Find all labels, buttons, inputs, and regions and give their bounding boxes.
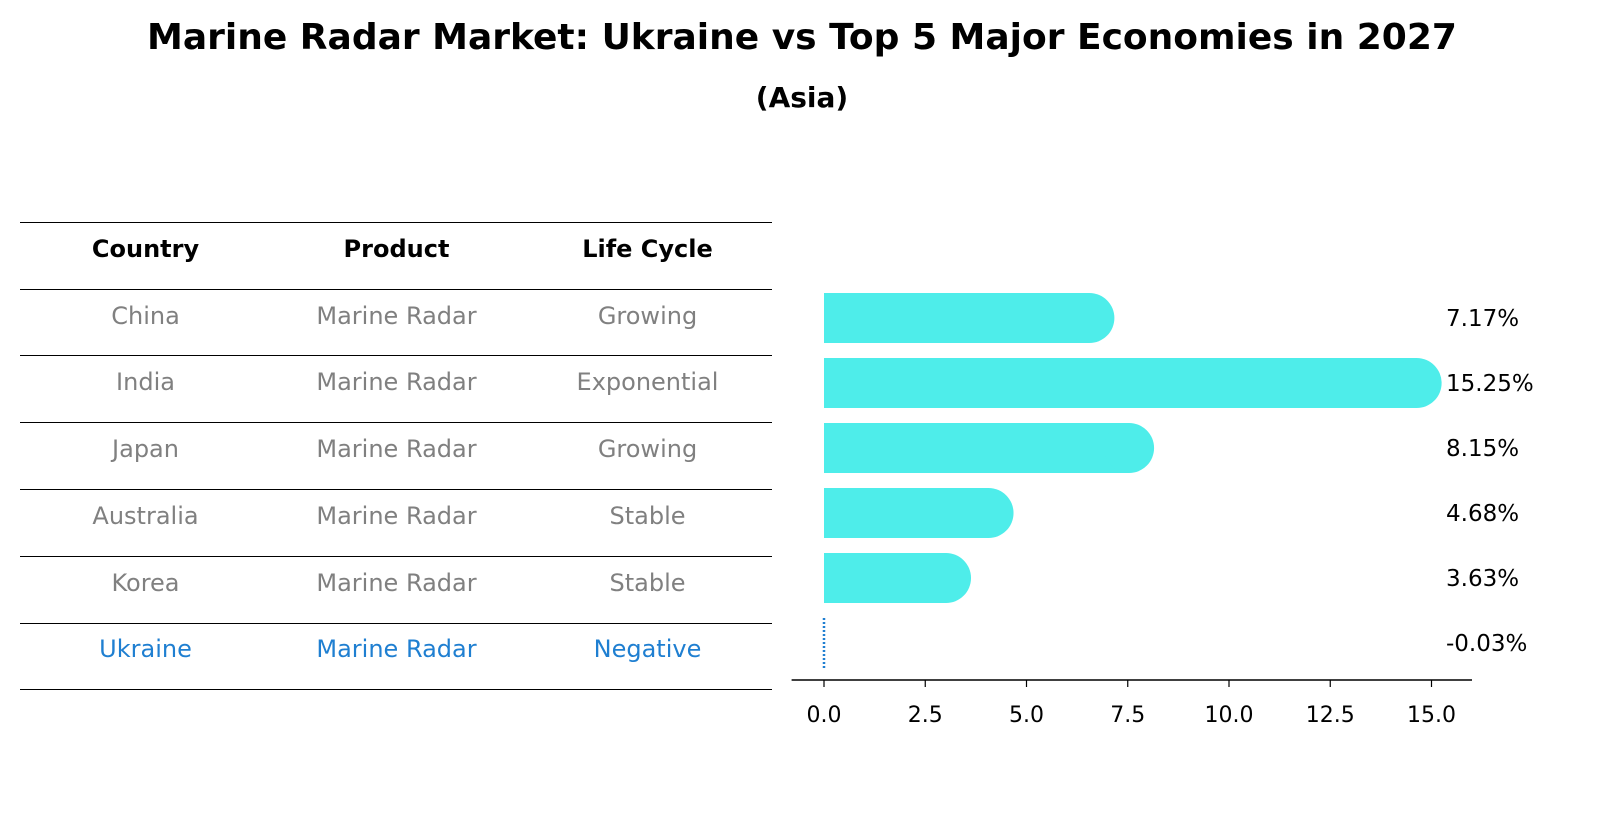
cell-product: Marine Radar	[316, 569, 477, 597]
x-tick-label: 5.0	[1009, 703, 1044, 728]
x-tick-label: 0.0	[807, 703, 842, 728]
table-rule	[20, 422, 772, 423]
x-tick-label: 12.5	[1306, 703, 1355, 728]
cell-country: Japan	[112, 435, 179, 463]
bar	[824, 358, 1417, 408]
cell-life-cycle: Exponential	[576, 368, 719, 396]
table-rule	[20, 222, 772, 223]
cell-life-cycle: Growing	[597, 435, 698, 463]
table-rule	[20, 623, 772, 624]
cell-country-highlight: Ukraine	[99, 635, 192, 663]
x-tick-label: 10.0	[1205, 703, 1254, 728]
bar-chart: 7.17% 15.25% 8.15% 4.68% 3.63% -0.03% 0.0 2.5 5.…	[791, 293, 1534, 728]
table-rule	[20, 289, 772, 290]
bar-cap	[1391, 358, 1442, 408]
cell-country: China	[111, 302, 180, 330]
data-label: 4.68%	[1446, 501, 1519, 527]
data-label: 8.15%	[1446, 436, 1519, 462]
table-rule	[20, 489, 772, 490]
cell-life-cycle: Stable	[609, 502, 686, 530]
data-label: 15.25%	[1446, 371, 1534, 397]
table-rule	[20, 689, 772, 690]
x-tick-label: 15.0	[1407, 703, 1456, 728]
bar-cap	[1064, 293, 1115, 343]
cell-country: Korea	[111, 569, 180, 597]
cell-country: Australia	[92, 502, 199, 530]
cell-product: Marine Radar	[316, 302, 477, 330]
cell-product: Marine Radar	[316, 502, 477, 530]
cell-life-cycle-highlight: Negative	[593, 635, 702, 663]
cell-life-cycle: Growing	[597, 302, 698, 330]
column-header-product: Product	[343, 235, 450, 263]
cell-life-cycle: Stable	[609, 569, 686, 597]
chart-title: Marine Radar Market: Ukraine vs Top 5 Ma…	[147, 17, 1457, 58]
bar-cap	[1104, 423, 1155, 473]
bar-cap	[921, 553, 972, 603]
cell-product: Marine Radar	[316, 368, 477, 396]
chart-subtitle: (Asia)	[755, 81, 849, 114]
column-header-country: Country	[91, 235, 200, 263]
table-rule	[20, 355, 772, 356]
x-tick-label: 2.5	[908, 703, 943, 728]
x-tick-label: 7.5	[1110, 703, 1145, 728]
data-label: -0.03%	[1446, 631, 1527, 657]
cell-country: India	[116, 368, 175, 396]
data-label: 3.63%	[1446, 566, 1519, 592]
bar	[824, 293, 1090, 343]
bar	[824, 423, 1130, 473]
cell-product-highlight: Marine Radar	[316, 635, 477, 663]
table-rule	[20, 556, 772, 557]
bar	[824, 488, 989, 538]
data-label: 7.17%	[1446, 306, 1519, 332]
cell-product: Marine Radar	[316, 435, 477, 463]
column-header-life-cycle: Life Cycle	[582, 235, 713, 263]
bar-cap	[963, 488, 1014, 538]
